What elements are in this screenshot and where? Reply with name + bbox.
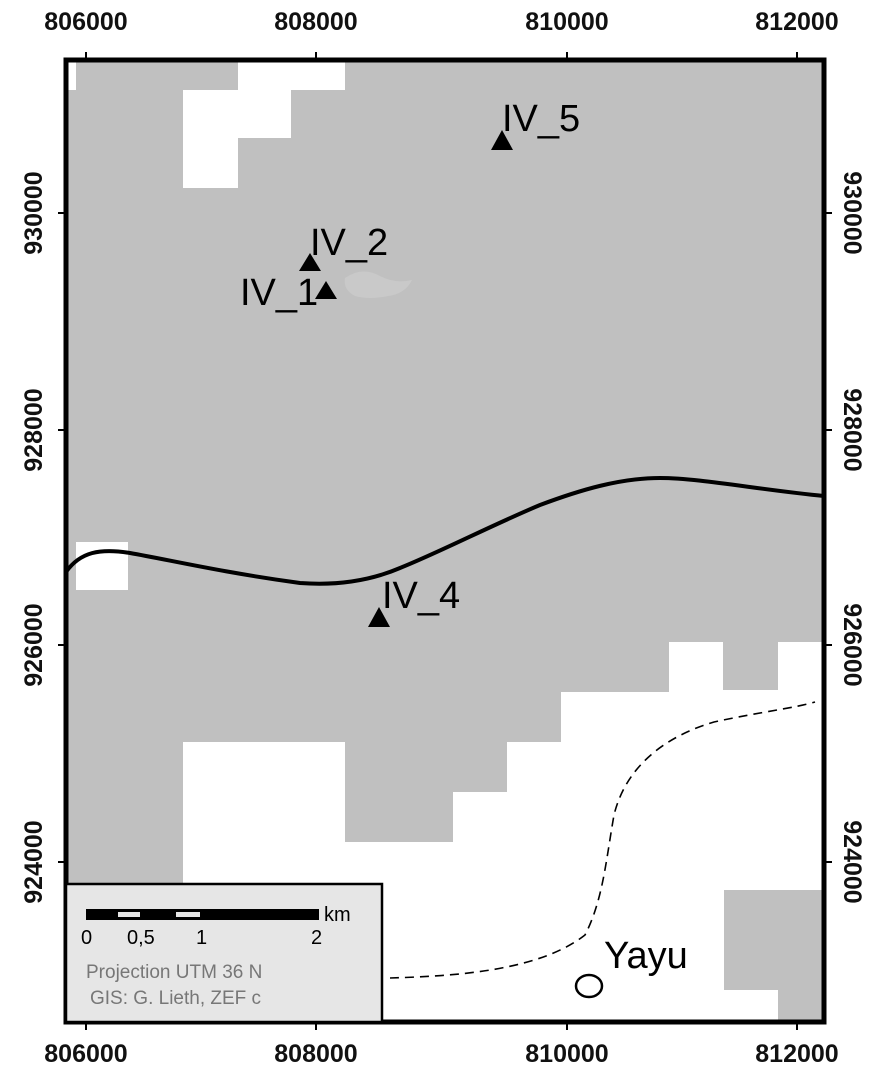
x-tick-label-bottom: 808000 xyxy=(274,1040,357,1068)
site-iv4-marker xyxy=(368,607,390,627)
y-tick-marks xyxy=(58,212,832,863)
forest-patch xyxy=(724,890,824,1022)
x-tick-marks xyxy=(85,52,798,1030)
road-line xyxy=(389,701,816,979)
scale-bar xyxy=(86,909,319,920)
y-tick-label-right: 926000 xyxy=(838,603,866,686)
y-tick-label-right: 924000 xyxy=(838,820,866,903)
site-iv4-label: IV_4 xyxy=(382,575,460,617)
x-tick-label-bottom: 810000 xyxy=(525,1040,608,1068)
y-tick-label-right: 930000 xyxy=(838,171,866,254)
scale-label: 1 xyxy=(196,927,207,949)
legend-box: km 0 0,5 1 2 Projection UTM 36 N GIS: G.… xyxy=(64,882,384,1024)
scale-label: 2 xyxy=(311,927,322,949)
x-tick-label-top: 812000 xyxy=(755,8,838,36)
scale-unit: km xyxy=(324,904,351,926)
town-yayu-marker xyxy=(574,973,604,999)
river-line xyxy=(64,475,825,586)
site-iv1-label: IV_1 xyxy=(240,272,318,314)
y-tick-label-left: 928000 xyxy=(20,388,48,471)
site-iv5-label: IV_5 xyxy=(502,98,580,140)
site-iv5-marker xyxy=(491,130,513,150)
x-tick-label-bottom: 806000 xyxy=(44,1040,127,1068)
y-tick-label-left: 924000 xyxy=(20,820,48,903)
y-tick-label-left: 926000 xyxy=(20,603,48,686)
town-yayu-label: Yayu xyxy=(604,935,688,977)
projection-note: Projection UTM 36 N xyxy=(86,962,262,983)
x-tick-label-top: 808000 xyxy=(274,8,357,36)
map-frame xyxy=(63,57,827,1025)
map-smudge xyxy=(344,271,412,298)
site-iv2-marker xyxy=(299,253,321,271)
x-tick-label-top: 806000 xyxy=(44,8,127,36)
x-tick-label-top: 810000 xyxy=(525,8,608,36)
scale-label: 0,5 xyxy=(127,927,155,949)
x-tick-label-bottom: 812000 xyxy=(755,1040,838,1068)
site-iv2-label: IV_2 xyxy=(310,222,388,264)
y-tick-label-left: 930000 xyxy=(20,171,48,254)
y-tick-label-right: 928000 xyxy=(838,388,866,471)
credit-note: GIS: G. Lieth, ZEF c xyxy=(90,988,261,1009)
scale-label: 0 xyxy=(81,927,92,949)
site-iv1-marker xyxy=(315,281,337,299)
